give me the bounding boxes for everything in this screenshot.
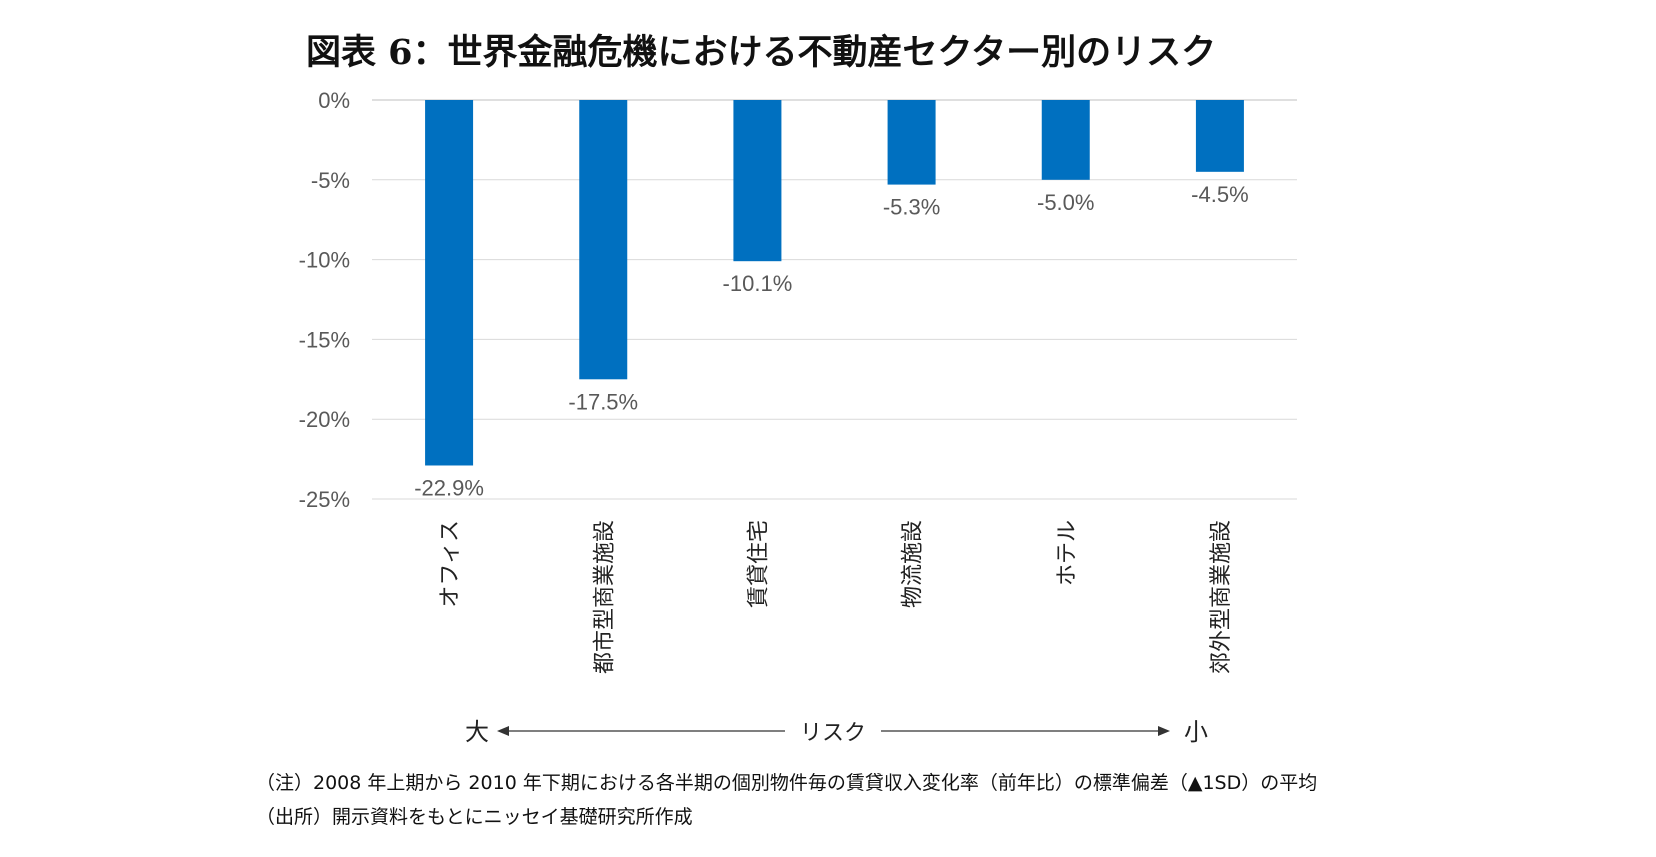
category-label: オフィス <box>438 520 463 608</box>
category-label: 物流施設 <box>901 520 926 608</box>
data-label: -5.3% <box>883 195 940 220</box>
risk-arrow-left-head <box>497 726 509 736</box>
risk-low-label: 小 <box>1184 718 1208 746</box>
risk-label: リスク <box>800 721 866 746</box>
bar <box>733 100 782 262</box>
data-label: -22.9% <box>414 475 484 500</box>
bar <box>425 100 474 466</box>
category-label: 賃貸住宅 <box>746 520 771 608</box>
bar <box>1195 100 1244 172</box>
note-text: （注）2008 年上期から 2010 年下期における各半期の個別物件毎の賃貸収入… <box>256 772 1318 794</box>
y-tick-label: -20% <box>299 407 350 432</box>
y-tick-label: 0% <box>318 88 350 113</box>
bar <box>887 100 936 185</box>
category-label: ホテル <box>1055 520 1080 586</box>
bar <box>1041 100 1090 180</box>
data-label: -5.0% <box>1037 190 1094 215</box>
y-tick-label: -15% <box>299 327 350 352</box>
category-label: 都市型商業施設 <box>592 520 617 674</box>
y-tick-label: -25% <box>299 487 350 512</box>
data-label: -10.1% <box>723 271 793 296</box>
source-text: （出所）開示資料をもとにニッセイ基礎研究所作成 <box>256 806 693 828</box>
data-label: -4.5% <box>1191 182 1248 207</box>
bar <box>579 100 628 380</box>
category-label: 郊外型商業施設 <box>1209 520 1234 674</box>
y-tick-label: -5% <box>311 168 350 193</box>
risk-high-label: 大 <box>465 718 489 746</box>
y-tick-label: -10% <box>299 248 350 273</box>
chart-title: 図表 6：世界金融危機における不動産セクター別のリスク <box>306 32 1217 73</box>
data-label: -17.5% <box>568 389 638 414</box>
risk-arrow-right-head <box>1158 726 1170 736</box>
